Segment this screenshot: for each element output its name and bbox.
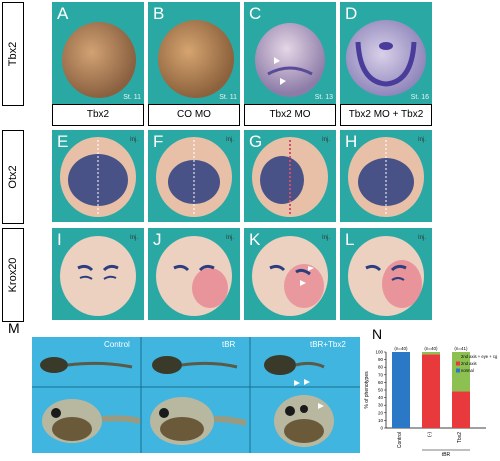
panel-k: K Inj. [244,228,336,320]
embryo-i-image [60,236,136,316]
panel-g: G Inj. [244,130,336,222]
y-tick-label: 60 [378,380,384,385]
panel-b-stage: St. 11 [219,94,237,101]
panel-f-inj: Inj. [225,137,234,143]
panel-h-letter: H [345,132,358,151]
panel-i: I Inj. [52,228,144,320]
panel-d-stage: St. 16 [410,94,429,101]
panel-m-letter: M [8,320,20,336]
column-header-co-mo: CO MO [148,104,240,126]
panel-j-letter: J [153,230,162,249]
column-header-tbx2-mo-plus-tbx2: Tbx2 MO + Tbx2 [340,104,432,126]
y-tick-label: 0 [380,426,383,431]
panel-j-inj: Inj. [225,235,234,241]
panel-c-stage: St. 13 [314,94,333,101]
embryo-d-image [346,20,426,96]
embryo-f-image [156,137,232,217]
row-label-krox20: Krox20 [2,228,24,322]
x-category-label: Tbx2 [457,432,463,443]
panel-e-inj: Inj. [129,137,138,143]
y-axis-label: % of phenotypes [364,371,370,409]
panel-b: B St. 11 [148,2,240,104]
panel-m-label-tbr: tBR [222,340,236,349]
legend-swatch [456,368,460,373]
x-category-label: (-) [427,432,433,437]
column-header-tbx2-mo: Tbx2 MO [244,104,336,126]
embryo-g-image [252,137,328,217]
row-label-krox20-text: Krox20 [7,257,19,293]
bar-count-label: (n=40) [424,346,438,351]
y-tick-label: 100 [375,350,383,355]
group-label-tbr: tBR [442,452,451,458]
panel-c: C St. 13 [244,2,336,104]
embryo-e-image [60,137,136,217]
embryo-l-image [348,236,424,316]
panel-m-label-control: Control [104,340,130,349]
bar-count-label: (n=40) [394,346,408,351]
bar-count-label: (n=41) [454,346,468,351]
legend-swatch [456,354,460,359]
x-category-label: Control [397,432,403,448]
y-tick-label: 70 [378,372,384,377]
panel-e-letter: E [57,132,69,151]
panel-m-label-tbr-tbx2: tBR+Tbx2 [310,340,346,349]
bar-segment [392,352,410,428]
row-label-tbx2: Tbx2 [2,2,24,106]
panel-l: L Inj. [340,228,432,320]
y-tick-label: 20 [378,410,384,415]
panel-a-letter: A [57,4,69,23]
panel-g-inj: Inj. [321,137,330,143]
panel-i-inj: Inj. [129,235,138,241]
panel-d: D St. 16 [340,2,432,104]
y-tick-label: 90 [378,357,384,362]
y-tick-label: 40 [378,395,384,400]
panel-e: E Inj. [52,130,144,222]
panel-a: A St. 11 [52,2,144,104]
legend-label: 2nd axis [461,361,477,366]
panel-m: Control tBR tBR+Tbx2 [32,337,360,453]
y-tick-label: 10 [378,418,384,423]
embryo-b-image [158,20,234,98]
legend-label: 2nd axis + eye + cg [461,354,498,359]
row-label-otx2-text: Otx2 [7,165,19,189]
panel-h-inj: Inj. [417,137,426,143]
bar-segment [422,354,440,428]
panel-k-letter: K [249,230,261,249]
row-label-otx2: Otx2 [2,130,24,224]
y-tick-label: 30 [378,403,384,408]
embryo-a-image [62,22,136,98]
panel-l-letter: L [345,230,355,249]
embryo-j-image [156,236,232,316]
phenotype-stacked-bar-chart: % of phenotypes 0 10 20 30 40 50 60 70 80 90 100 (n=… [364,346,498,458]
panel-c-letter: C [249,4,262,23]
panel-j: J Inj. [148,228,240,320]
panel-a-stage: St. 11 [123,94,141,101]
legend-swatch [456,361,460,366]
tadpoles-image [32,337,360,453]
embryo-k-image [252,236,328,316]
bar-segment [452,391,470,428]
panel-d-letter: D [345,4,358,23]
row-label-tbx2-text: Tbx2 [7,41,19,67]
panel-f-letter: F [153,132,164,151]
panel-i-letter: I [57,230,62,249]
column-header-tbx2: Tbx2 [52,104,144,126]
panel-f: F Inj. [148,130,240,222]
panel-h: H Inj. [340,130,432,222]
embryo-h-image [348,137,424,217]
panel-l-inj: Inj. [417,235,426,241]
panel-b-letter: B [153,4,165,23]
y-tick-label: 50 [378,388,384,393]
embryo-c-image [255,23,325,97]
legend-label: normal [461,368,474,373]
y-tick-label: 80 [378,365,384,370]
panel-n-letter: N [372,326,383,342]
panel-g-letter: G [249,132,263,151]
panel-k-inj: Inj. [321,235,330,241]
bar-segment [422,352,440,355]
